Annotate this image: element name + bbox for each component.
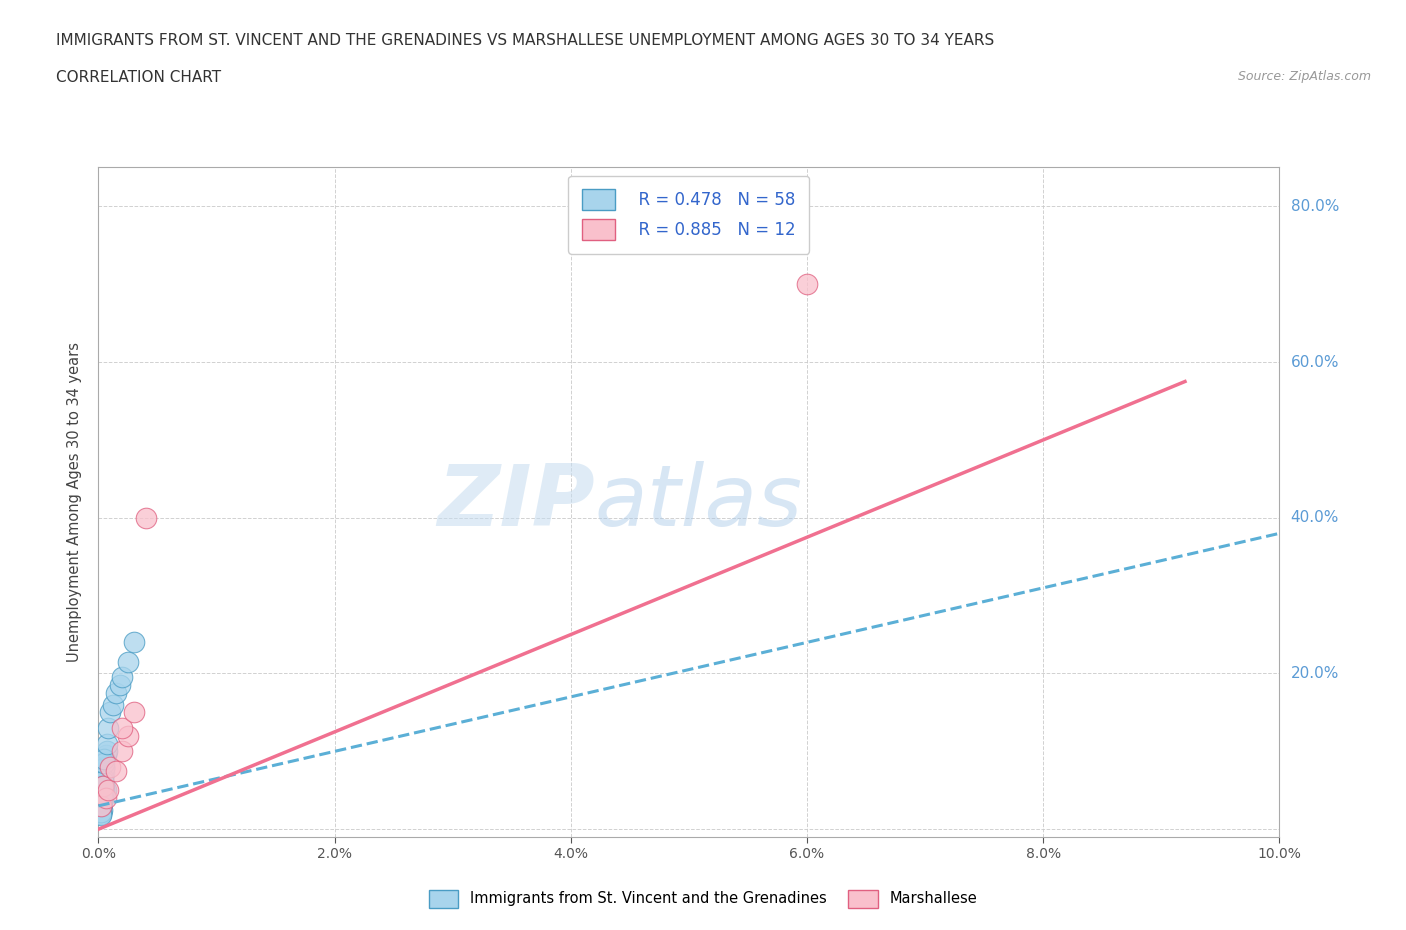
- Point: [90, 799, 112, 814]
- Point: [90, 808, 112, 823]
- Point: [93, 760, 115, 775]
- Point: [117, 728, 139, 743]
- Point: [91, 793, 114, 808]
- Text: Source: ZipAtlas.com: Source: ZipAtlas.com: [1237, 70, 1371, 83]
- Point: [111, 744, 134, 759]
- Point: [91, 774, 114, 789]
- Point: [101, 698, 124, 712]
- Point: [90, 792, 112, 807]
- Point: [91, 779, 114, 794]
- Text: 20.0%: 20.0%: [1291, 666, 1339, 681]
- Point: [117, 655, 139, 670]
- Point: [90, 799, 112, 814]
- Point: [93, 751, 115, 766]
- Point: [91, 803, 114, 817]
- Point: [91, 775, 114, 790]
- Point: [90, 799, 112, 814]
- Point: [94, 790, 117, 805]
- Point: [105, 764, 128, 778]
- Point: [796, 277, 818, 292]
- Point: [135, 511, 157, 525]
- Point: [91, 774, 114, 789]
- Point: [91, 784, 114, 799]
- Point: [91, 774, 114, 789]
- Point: [91, 771, 114, 786]
- Point: [90, 804, 112, 819]
- Point: [90, 799, 112, 814]
- Point: [111, 721, 134, 736]
- Point: [93, 755, 115, 770]
- Text: 80.0%: 80.0%: [1291, 199, 1339, 214]
- Point: [90, 806, 112, 821]
- Point: [93, 761, 115, 776]
- Text: 40.0%: 40.0%: [1291, 511, 1339, 525]
- Point: [91, 779, 114, 794]
- Point: [90, 804, 112, 819]
- Point: [111, 670, 134, 684]
- Legend: Immigrants from St. Vincent and the Grenadines, Marshallese: Immigrants from St. Vincent and the Gren…: [423, 884, 983, 913]
- Legend:   R = 0.478   N = 58,   R = 0.885   N = 12: R = 0.478 N = 58, R = 0.885 N = 12: [568, 176, 810, 254]
- Point: [91, 794, 114, 809]
- Point: [91, 793, 114, 808]
- Point: [91, 779, 114, 794]
- Point: [94, 748, 117, 763]
- Point: [91, 790, 114, 805]
- Text: 60.0%: 60.0%: [1291, 354, 1339, 369]
- Point: [93, 765, 115, 780]
- Point: [105, 685, 128, 700]
- Text: atlas: atlas: [595, 460, 803, 544]
- Point: [91, 779, 114, 794]
- Text: ZIP: ZIP: [437, 460, 595, 544]
- Point: [93, 761, 115, 776]
- Point: [91, 789, 114, 804]
- Point: [91, 784, 114, 799]
- Point: [108, 678, 131, 693]
- Point: [93, 783, 115, 798]
- Point: [122, 635, 145, 650]
- Point: [96, 737, 118, 751]
- Point: [90, 799, 112, 814]
- Point: [91, 787, 114, 802]
- Point: [91, 787, 114, 802]
- Point: [91, 788, 114, 803]
- Point: [94, 783, 117, 798]
- Point: [98, 705, 121, 720]
- Point: [97, 783, 120, 798]
- Point: [90, 799, 112, 814]
- Point: [91, 784, 114, 799]
- Y-axis label: Unemployment Among Ages 30 to 34 years: Unemployment Among Ages 30 to 34 years: [67, 342, 83, 662]
- Point: [91, 789, 114, 804]
- Point: [122, 705, 145, 720]
- Point: [90, 779, 112, 794]
- Point: [91, 792, 114, 807]
- Point: [91, 770, 114, 785]
- Point: [93, 779, 115, 794]
- Point: [91, 769, 114, 784]
- Text: CORRELATION CHART: CORRELATION CHART: [56, 70, 221, 85]
- Point: [97, 721, 120, 736]
- Point: [98, 760, 121, 775]
- Point: [96, 744, 118, 759]
- Text: IMMIGRANTS FROM ST. VINCENT AND THE GRENADINES VS MARSHALLESE UNEMPLOYMENT AMONG: IMMIGRANTS FROM ST. VINCENT AND THE GREN…: [56, 33, 994, 47]
- Point: [91, 789, 114, 804]
- Point: [90, 775, 112, 790]
- Point: [91, 779, 114, 794]
